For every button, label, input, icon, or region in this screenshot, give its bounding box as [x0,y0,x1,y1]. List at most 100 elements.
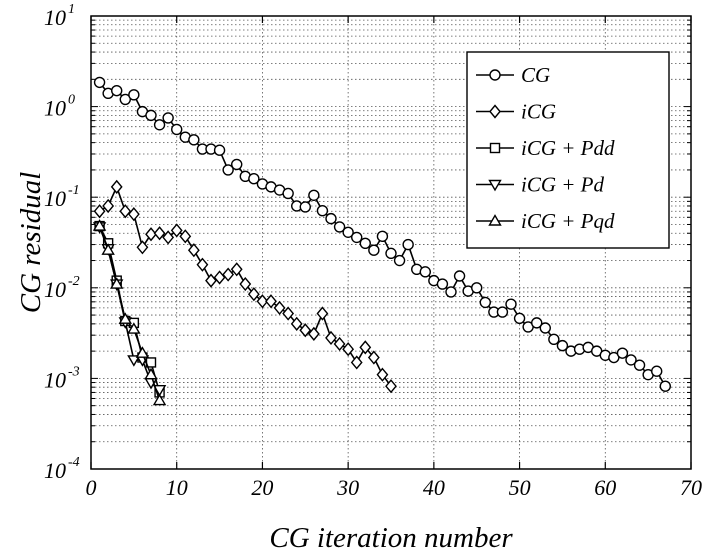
series-layer [92,76,671,406]
data-point-circle [659,380,671,392]
y-tick-label: 10 [44,367,66,392]
data-point-circle [248,173,260,185]
legend-item: iCG + Pd [476,173,605,197]
data-point-diamond [282,306,295,321]
data-point-circle [359,237,371,249]
data-point-diamond [102,198,115,214]
data-point-circle [376,230,389,243]
data-point-circle [111,84,123,97]
y-tick-label: 10 [44,186,66,211]
y-tick-base: 10 [44,96,66,121]
data-point-circle [453,270,466,282]
data-point-circle [171,123,183,136]
data-point-circle [471,282,483,294]
data-point-diamond [213,270,226,285]
data-point-diamond [333,336,346,352]
data-point-circle [385,247,397,260]
data-point-circle [402,238,414,251]
legend-marker-square [489,142,501,154]
data-point-diamond [145,227,157,242]
data-point-circle [128,89,140,101]
legend-item: iCG + Pdd [476,136,615,160]
series-circle [93,76,671,392]
x-axis-title: CG iteration number [269,522,513,554]
data-point-circle [531,317,543,329]
y-tick-base: 10 [44,186,66,211]
legend-label: iCG + Pdd [521,136,615,160]
data-point-diamond [325,330,337,345]
data-point-circle [119,93,131,106]
legend: CG iCG iCG + Pdd iCG + Pd iCG + Pqd [466,51,670,249]
legend-item: CG [476,63,550,87]
data-point-circle [505,298,517,310]
data-point-circle [333,221,346,233]
data-point-circle [556,339,569,352]
data-point-circle [616,347,629,359]
data-point-triangle-up [101,243,115,255]
plot-frame [90,15,692,470]
data-point-circle [325,212,337,225]
data-point-circle [308,189,320,201]
data-point-diamond [230,262,243,277]
y-tick-exponent: -4 [68,455,80,470]
data-point-diamond [385,379,397,394]
data-point-circle [548,333,560,346]
data-point-diamond [153,226,166,241]
y-tick-exponent: -3 [68,364,80,379]
legend-label: iCG [521,100,556,124]
y-axis-title: CG residual [15,172,47,314]
data-point-triangle-down [127,355,141,367]
y-tick-exponent: 0 [68,93,75,108]
data-point-diamond [196,257,209,272]
data-point-diamond [299,323,312,338]
legend-item: iCG + Pqd [476,209,615,233]
data-point-circle [436,278,449,290]
data-point-diamond [162,230,175,245]
legend-box [466,51,670,249]
data-point-triangle-up [135,346,150,358]
y-tick-base: 10 [44,277,66,302]
x-tick-label: 50 [509,475,531,500]
data-point-circle [299,201,311,213]
data-point-circle [539,322,551,334]
y-tick-label: 10 [44,277,66,302]
data-point-circle [625,354,637,366]
data-point-circle [496,306,509,318]
y-tick-label: 10 [44,5,66,30]
data-point-diamond [256,294,269,309]
data-point-triangle-up [152,393,167,406]
data-point-diamond [127,207,140,222]
legend-marker-diamond [489,104,501,119]
data-point-circle [145,109,157,122]
legend-label: iCG + Pqd [521,209,615,233]
data-point-diamond [205,273,217,288]
data-point-diamond [307,326,320,341]
series-triangle-up [92,219,167,406]
data-point-triangle-up [144,367,158,380]
data-point-triangle-up [118,312,132,324]
data-point-circle [513,312,526,325]
data-point-diamond [359,340,372,355]
data-point-diamond [273,300,286,315]
data-point-diamond [136,240,149,255]
data-point-diamond [187,243,200,258]
data-point-circle [419,266,431,278]
x-tick-label: 60 [594,475,616,500]
x-tick-label: 10 [166,475,188,500]
legend-marker-circle [489,69,501,81]
data-point-circle [368,244,380,256]
data-point-circle [231,158,243,171]
data-point-diamond [290,316,303,331]
x-tick-label: 20 [251,475,273,500]
data-point-circle [93,76,106,89]
y-tick-exponent: -2 [68,274,80,289]
data-point-triangle-up [92,219,107,231]
x-tick-label: 40 [423,475,445,500]
legend-marker-triangle-down [488,179,502,192]
data-point-circle [479,296,491,309]
y-tick-base: 10 [44,5,66,30]
data-point-diamond [367,350,380,365]
x-tick-label: 0 [86,475,97,500]
data-point-triangle-up [110,277,124,289]
